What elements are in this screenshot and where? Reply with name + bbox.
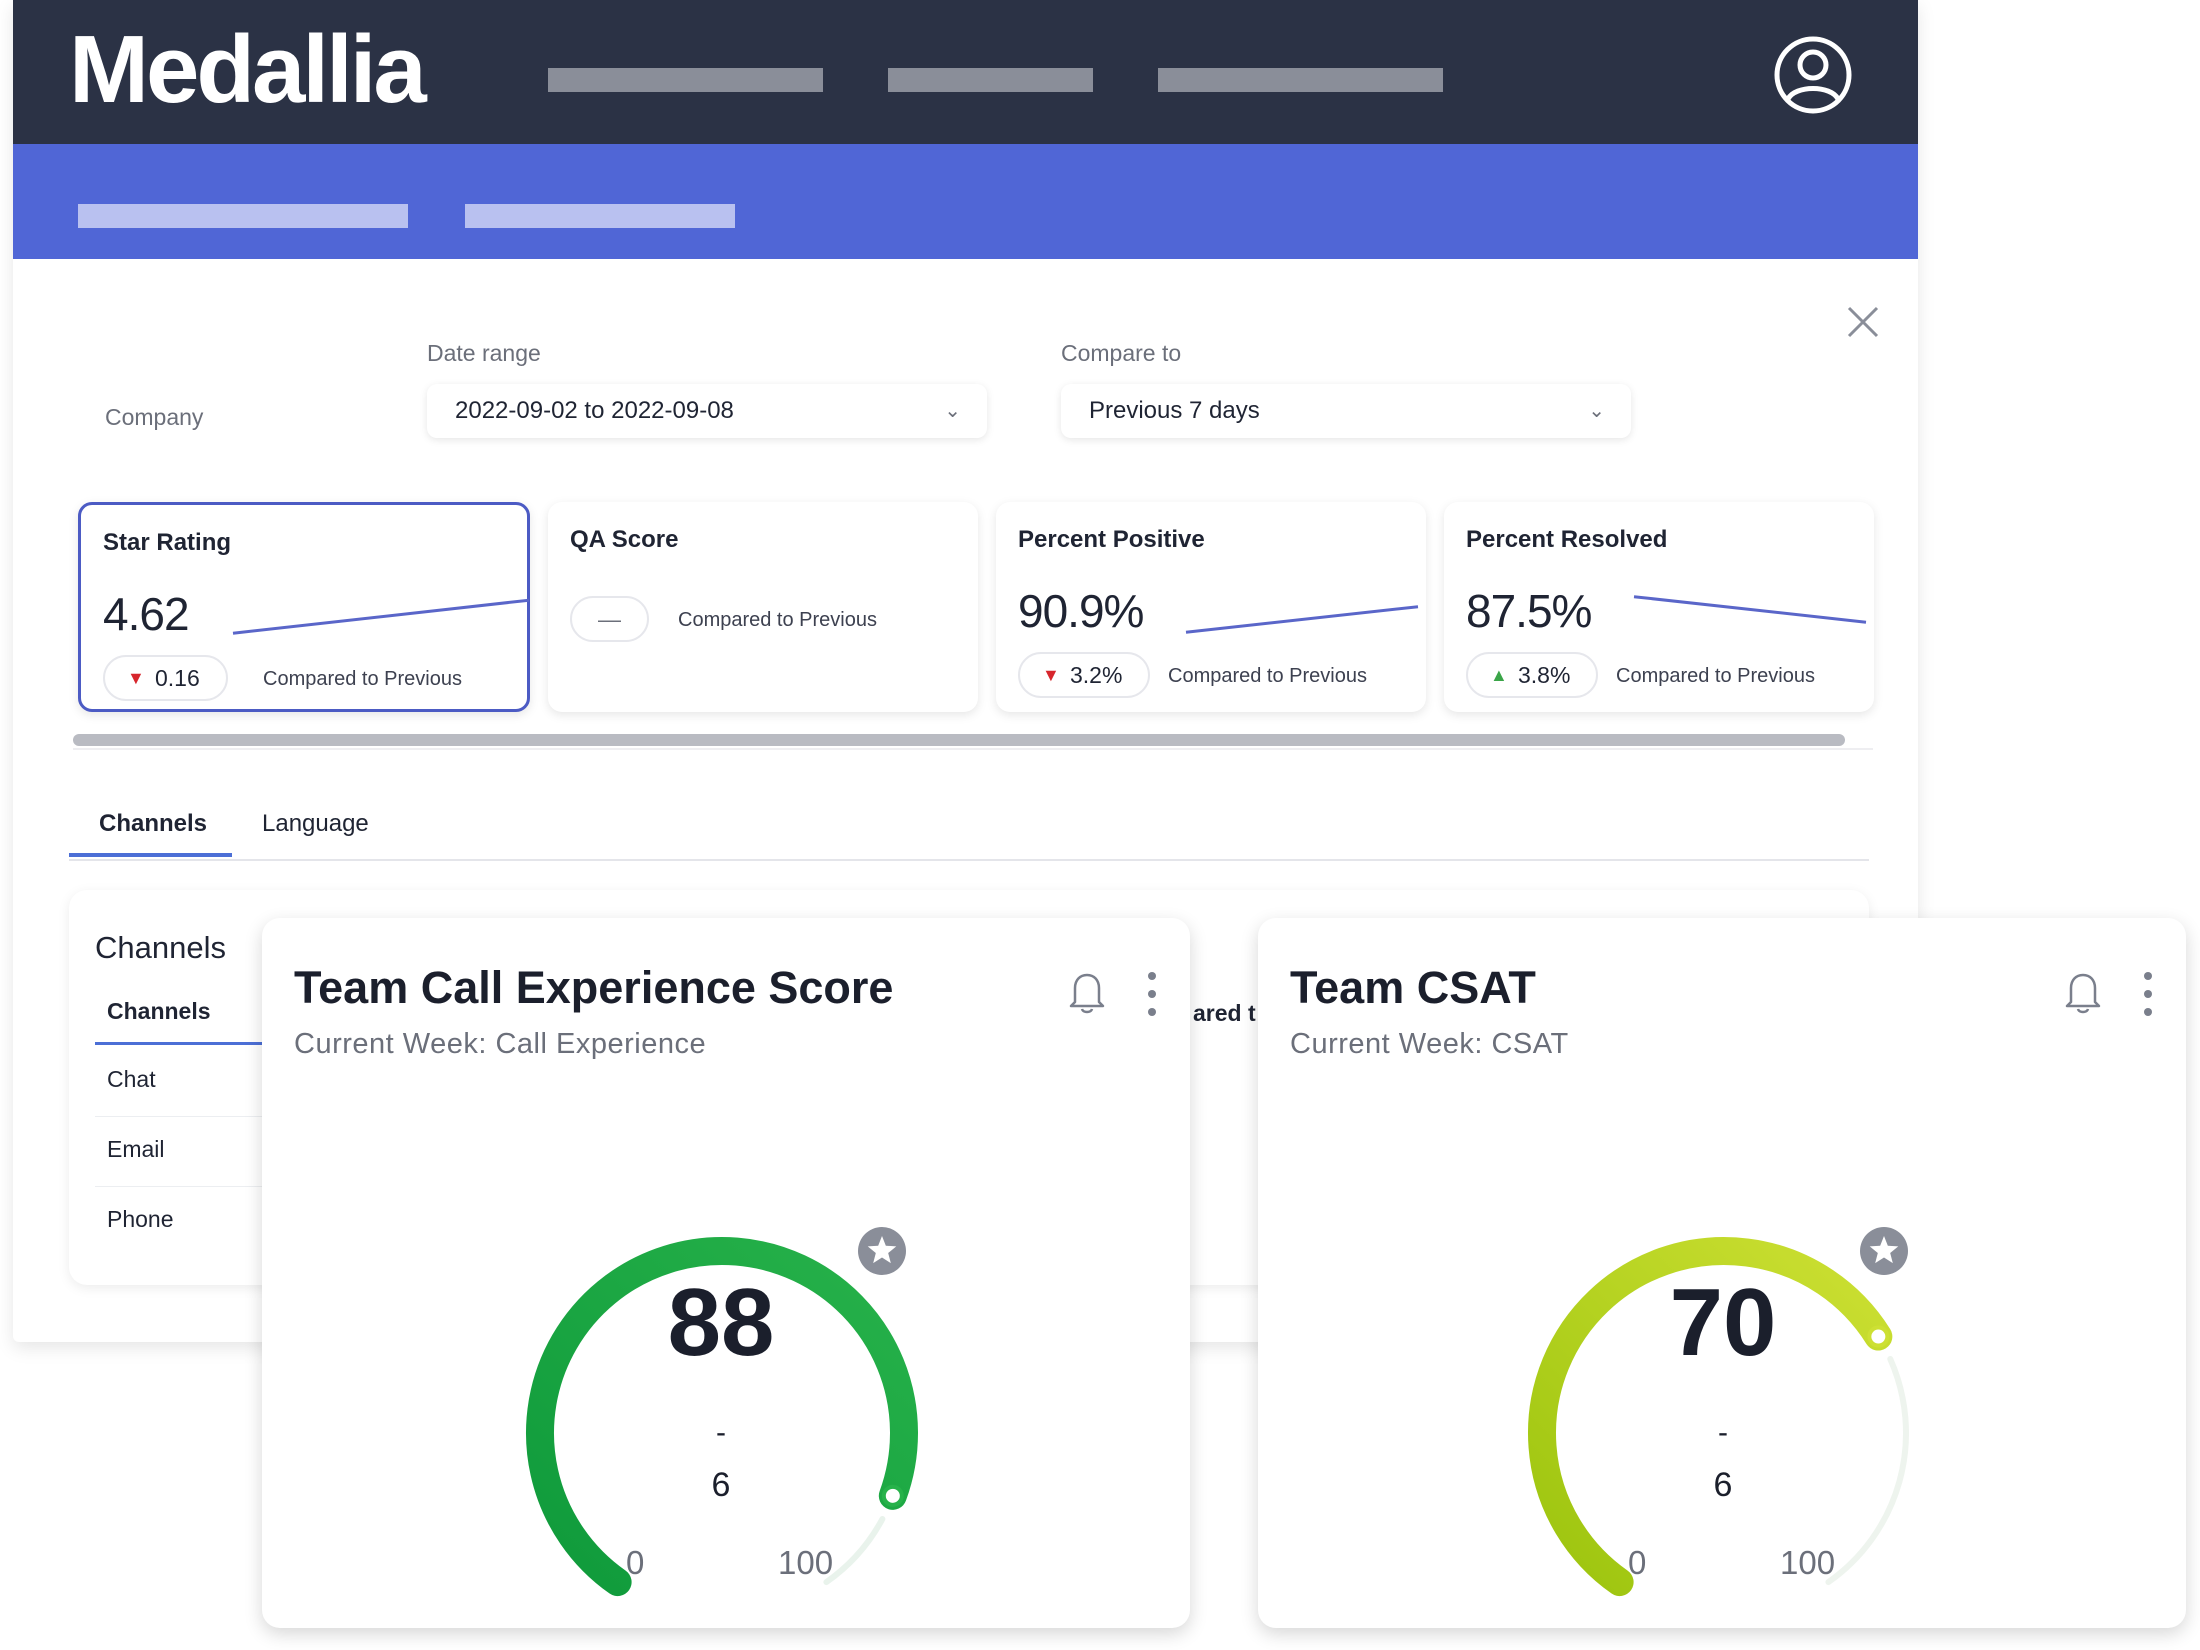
row-divider — [95, 1186, 335, 1187]
kpi-card-percent-positive[interactable]: Percent Positive 90.9% ▼ 3.2% Compared to… — [996, 502, 1426, 712]
down-arrow-icon: ▼ — [127, 668, 145, 688]
column-header-underline — [95, 1042, 295, 1045]
gauge-max-label: 100 — [778, 1544, 834, 1581]
nav-item-placeholder-3[interactable] — [1158, 68, 1443, 92]
gauge-track — [1825, 1355, 1909, 1586]
gauge-dash: - — [716, 1416, 726, 1449]
tab-divider — [69, 859, 1869, 861]
bell-icon[interactable] — [2058, 966, 2108, 1016]
tab-language[interactable]: Language — [262, 810, 369, 837]
tab-channels[interactable]: Channels — [99, 810, 208, 837]
kpi-change: — — [598, 606, 621, 632]
kpi-sparkline — [1185, 605, 1419, 634]
compare-to-dropdown[interactable]: Previous 7 days ⌄ — [1061, 384, 1631, 438]
gauge-value-arc — [1528, 1237, 1893, 1597]
down-arrow-icon: ▼ — [1042, 665, 1060, 685]
card-subtitle: Current Week: Call Experience — [294, 1028, 707, 1060]
score-gauge — [1528, 1227, 1909, 1597]
channel-row-email[interactable]: Email — [107, 1136, 165, 1162]
team-call-experience-card: Team Call Experience Score Current Week:… — [262, 918, 1190, 1628]
kpi-title: QA Score — [570, 526, 679, 553]
subnav-item-placeholder-1[interactable] — [78, 204, 408, 228]
secondary-navigation-bar — [13, 144, 1918, 259]
gauge-value-marker — [881, 1484, 904, 1507]
gauge-max-label: 100 — [1780, 1544, 1836, 1581]
up-arrow-icon: ▲ — [1490, 665, 1508, 685]
date-range-value: 2022-09-02 to 2022-09-08 — [455, 397, 734, 424]
bell-icon[interactable] — [1062, 966, 1112, 1016]
kpi-sparkline — [232, 598, 530, 635]
star-badge-icon — [858, 1227, 906, 1275]
gauge-value: 88 — [667, 1269, 775, 1376]
horizontal-scrollbar[interactable] — [73, 734, 1845, 746]
active-tab-indicator — [69, 853, 232, 857]
kpi-title: Star Rating — [103, 529, 232, 556]
kpi-change-pill: — — [570, 596, 649, 642]
clipped-column-header: ared t — [1193, 1000, 1256, 1026]
gauge-min-label: 0 — [1628, 1544, 1647, 1581]
kpi-compare-label: Compared to Previous — [263, 668, 462, 690]
sparkline-path — [1633, 595, 1867, 624]
row-divider — [95, 1116, 335, 1117]
kpi-change-pill: ▼ 0.16 — [103, 655, 228, 701]
card-subtitle: Current Week: CSAT — [1290, 1028, 1569, 1060]
kpi-change: 3.8% — [1518, 662, 1571, 688]
score-gauge — [526, 1227, 918, 1597]
kpi-sparkline — [1633, 595, 1867, 624]
kpi-title: Percent Positive — [1018, 526, 1205, 553]
channel-row-chat[interactable]: Chat — [107, 1066, 156, 1092]
kpi-change-pill: ▲ 3.8% — [1466, 652, 1599, 698]
team-csat-card: Team CSAT Current Week: CSAT 70 - 6 0 10… — [1258, 918, 2186, 1628]
channel-row-phone[interactable]: Phone — [107, 1206, 174, 1232]
kebab-menu-icon[interactable] — [1142, 970, 1162, 1018]
top-navigation-bar: Medallia — [13, 0, 1918, 144]
chevron-down-icon: ⌄ — [1588, 400, 1605, 422]
card-title: Team Call Experience Score — [294, 962, 894, 1013]
gauge-track — [823, 1516, 886, 1586]
channels-column-header[interactable]: Channels — [107, 998, 211, 1024]
sparkline-path — [1185, 605, 1419, 634]
kpi-title: Percent Resolved — [1466, 526, 1668, 553]
nav-item-placeholder-1[interactable] — [548, 68, 823, 92]
sparkline-path — [232, 598, 530, 635]
star-badge-icon — [1860, 1227, 1908, 1275]
card-title: Team CSAT — [1290, 962, 1536, 1013]
gauge-min-label: 0 — [626, 1544, 645, 1581]
compare-to-value: Previous 7 days — [1089, 397, 1260, 424]
nav-item-placeholder-2[interactable] — [888, 68, 1093, 92]
gauge-change: 6 — [1713, 1466, 1733, 1504]
kpi-compare-label: Compared to Previous — [678, 609, 877, 631]
gauge-value-marker — [1867, 1325, 1890, 1348]
kpi-card-star-rating[interactable]: Star Rating 4.62 ▼ 0.16 Compared to Previ… — [78, 502, 530, 712]
gauge-dash: - — [1718, 1416, 1728, 1449]
kpi-change-pill: ▼ 3.2% — [1018, 652, 1151, 698]
kpi-value: 87.5% — [1466, 585, 1592, 637]
gauge-change: 6 — [711, 1466, 731, 1504]
kebab-menu-icon[interactable] — [2138, 970, 2158, 1018]
kpi-compare-label: Compared to Previous — [1168, 665, 1367, 687]
medallia-logo[interactable]: Medallia — [69, 16, 427, 123]
date-range-label: Date range — [427, 340, 541, 366]
kpi-change: 0.16 — [155, 665, 200, 691]
chevron-down-icon: ⌄ — [944, 400, 961, 422]
date-range-dropdown[interactable]: 2022-09-02 to 2022-09-08 ⌄ — [427, 384, 987, 438]
scrollbar-track — [73, 748, 1873, 750]
kpi-change: 3.2% — [1070, 662, 1123, 688]
kpi-compare-label: Compared to Previous — [1616, 665, 1815, 687]
compare-to-label: Compare to — [1061, 340, 1182, 366]
kpi-value: 90.9% — [1018, 585, 1144, 637]
gauge-value: 70 — [1669, 1269, 1777, 1376]
kpi-card-qa-score[interactable]: QA Score — Compared to Previous — [548, 502, 978, 712]
user-avatar-icon[interactable] — [1773, 35, 1853, 115]
close-icon[interactable] — [1843, 302, 1883, 342]
kpi-value: 4.62 — [103, 588, 190, 640]
company-label: Company — [105, 404, 204, 430]
gauge-value-arc — [526, 1237, 918, 1597]
kpi-card-percent-resolved[interactable]: Percent Resolved 87.5% ▲ 3.8% Compared to… — [1444, 502, 1874, 712]
channels-panel-title: Channels — [95, 930, 226, 965]
subnav-item-placeholder-2[interactable] — [465, 204, 735, 228]
